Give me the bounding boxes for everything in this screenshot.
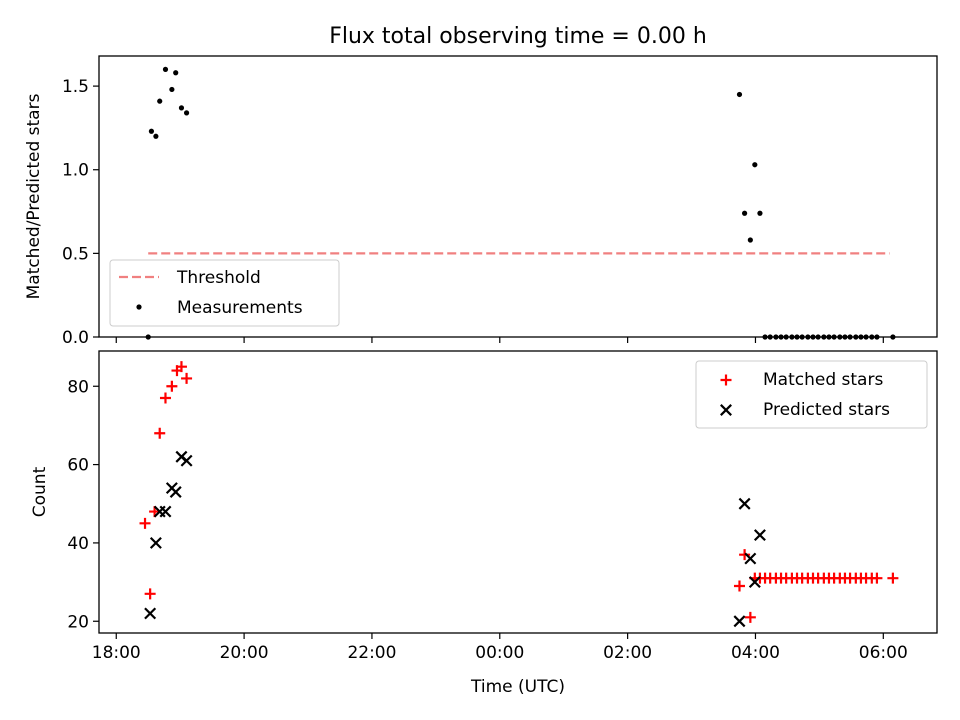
data-point <box>794 334 800 340</box>
bottom-y-tick-label: 20 <box>67 612 89 632</box>
top-y-tick-label: 0.0 <box>62 328 89 348</box>
data-point <box>145 334 151 340</box>
data-point <box>166 380 178 392</box>
data-point <box>842 334 848 340</box>
data-point <box>736 91 743 98</box>
data-point <box>789 334 795 340</box>
data-point <box>153 133 159 139</box>
data-point <box>733 580 745 592</box>
data-point <box>169 86 175 93</box>
data-point <box>157 98 163 104</box>
top-y-tick-label: 1.0 <box>62 161 89 181</box>
legend-predicted-swatch <box>720 404 732 416</box>
data-point <box>757 210 763 216</box>
data-point <box>739 549 751 561</box>
legend-measurements-label: Measurements <box>177 298 303 318</box>
data-point <box>738 497 751 510</box>
top-y-axis-label: Matched/Predicted stars <box>24 93 44 299</box>
data-point <box>139 517 151 529</box>
data-point <box>810 334 816 340</box>
legend-box <box>109 259 340 327</box>
data-point <box>799 334 805 340</box>
top-y-tick-label: 1.5 <box>62 77 89 97</box>
data-point <box>871 572 883 584</box>
legend-matched-label: Matched stars <box>763 370 883 390</box>
data-point <box>874 334 880 340</box>
data-point <box>154 427 166 439</box>
data-point <box>805 334 811 340</box>
data-point <box>778 334 784 340</box>
data-point <box>773 334 779 340</box>
legend-measurements-swatch <box>136 304 142 310</box>
bottom-plot: 18:00 20:00 22:00 00:00 02:00 04:00 06:00 20 40 6… <box>30 350 938 697</box>
data-point <box>869 334 875 340</box>
data-point <box>767 334 773 340</box>
data-point <box>826 334 832 340</box>
bottom-y-tick-label: 60 <box>67 456 89 476</box>
data-point <box>183 110 190 116</box>
data-point <box>858 334 864 340</box>
top-axes-frame <box>98 55 938 338</box>
legend-threshold-label: Threshold <box>176 268 261 288</box>
data-point <box>178 105 185 111</box>
bottom-y-tick-label: 40 <box>67 534 89 554</box>
data-point <box>890 334 896 340</box>
legend-predicted-label: Predicted stars <box>763 400 890 420</box>
chart-title: Flux total observing time = 0.00 h <box>329 24 707 49</box>
data-point <box>733 615 746 628</box>
top-plot: 0.0 0.5 1.0 1.5 Matched/Predicted stars Flux … <box>24 24 938 348</box>
x-axis-label: Time (UTC) <box>470 677 565 697</box>
data-point <box>747 237 753 243</box>
bottom-series-matched-stars <box>139 361 899 623</box>
data-point <box>744 552 757 565</box>
bottom-y-axis-label: Count <box>30 466 50 517</box>
data-point <box>831 334 837 340</box>
data-point <box>815 334 821 340</box>
data-point <box>159 392 171 404</box>
bottom-x-tick-label: 00:00 <box>475 643 524 663</box>
data-point <box>180 454 193 467</box>
data-point <box>748 576 761 589</box>
top-y-tick-label: 0.5 <box>62 244 89 264</box>
data-point <box>169 486 182 498</box>
data-point <box>847 334 853 340</box>
data-point <box>148 128 155 134</box>
bottom-x-tick-label: 22:00 <box>347 643 396 663</box>
top-series-measurements <box>145 66 896 340</box>
data-point <box>821 334 827 340</box>
legend-box <box>695 360 928 429</box>
data-point <box>853 334 859 340</box>
data-point <box>753 529 766 542</box>
data-point <box>744 611 756 623</box>
data-point <box>159 505 172 518</box>
legend-matched-swatch <box>720 374 732 386</box>
data-point <box>144 588 156 600</box>
bottom-x-tick-label: 06:00 <box>859 643 908 663</box>
data-point <box>863 334 869 340</box>
bottom-x-tick-label: 02:00 <box>603 643 652 663</box>
data-point <box>175 361 187 373</box>
data-point <box>173 70 179 76</box>
data-point <box>762 334 768 340</box>
data-point <box>783 334 789 340</box>
data-point <box>752 162 758 168</box>
bottom-x-tick-label: 18:00 <box>92 643 141 663</box>
bottom-axes-frame <box>98 350 938 634</box>
data-point <box>887 572 899 584</box>
bottom-x-tick-label: 20:00 <box>220 643 269 663</box>
data-point <box>144 607 157 620</box>
data-point <box>149 536 162 549</box>
data-point <box>181 372 193 384</box>
bottom-x-tick-label: 04:00 <box>731 643 780 663</box>
data-point <box>837 334 843 340</box>
bottom-y-tick-label: 80 <box>67 377 89 397</box>
bottom-series-predicted-stars <box>144 450 766 628</box>
data-point <box>741 210 748 216</box>
data-point <box>162 66 169 72</box>
